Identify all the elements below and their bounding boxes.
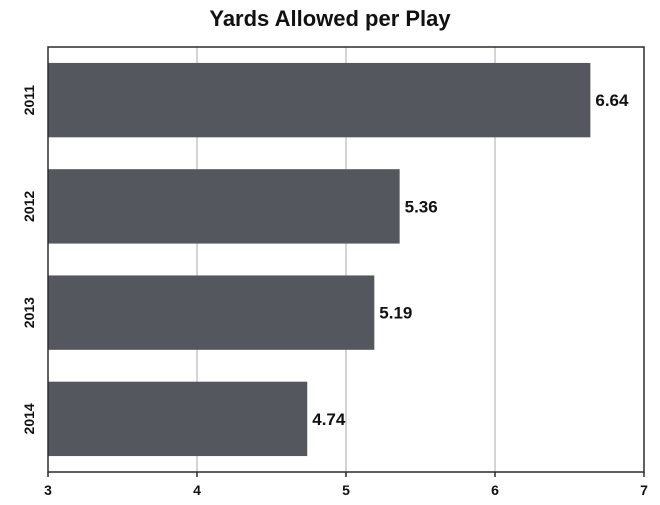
category-label: 2013 [21, 297, 37, 328]
bar [48, 381, 308, 457]
bar [48, 275, 375, 350]
x-tick-label: 5 [342, 482, 350, 498]
x-tick-label: 4 [193, 482, 201, 498]
bar [48, 169, 400, 244]
data-label: 5.36 [405, 197, 438, 216]
category-label: 2014 [21, 403, 37, 434]
category-label: 2011 [21, 85, 37, 116]
x-tick-label: 6 [491, 482, 499, 498]
data-label: 4.74 [312, 410, 346, 429]
x-tick-label: 3 [44, 482, 52, 498]
bar [48, 62, 591, 138]
data-label: 5.19 [379, 304, 412, 323]
x-tick-label: 7 [640, 482, 648, 498]
data-label: 6.64 [595, 91, 629, 110]
chart-title: Yards Allowed per Play [209, 6, 451, 31]
category-label: 2012 [21, 191, 37, 222]
